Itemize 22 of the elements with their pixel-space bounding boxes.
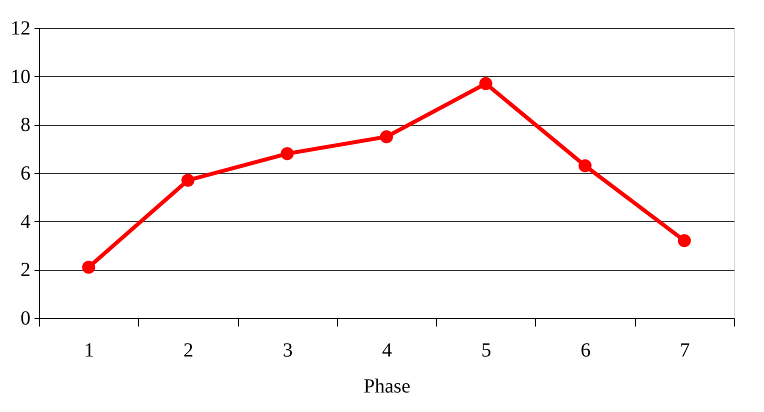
x-tick-label: 5 (481, 340, 492, 362)
x-tick-label: 4 (382, 340, 392, 362)
y-tick-label: 12 (10, 18, 30, 40)
point (280, 147, 294, 160)
y-tick-label: 4 (20, 210, 30, 233)
point (479, 77, 492, 90)
y-tick-label: 2 (20, 259, 30, 282)
point (181, 174, 194, 187)
point (82, 260, 96, 274)
x-axis-title: Phase (364, 376, 410, 398)
x-tick-label: 7 (680, 340, 690, 362)
y-tick-label: 10 (10, 66, 30, 88)
point (380, 130, 394, 144)
x-tick-label: 6 (580, 340, 591, 362)
x-tick-label: 3 (282, 340, 293, 362)
point (678, 234, 691, 248)
point (578, 159, 592, 172)
y-tick-label: 0 (20, 308, 30, 330)
x-tick-label: 2 (183, 340, 194, 362)
y-tick-label: 8 (20, 114, 30, 136)
y-tick-label: 6 (20, 162, 30, 184)
x-tick-label: 1 (84, 340, 94, 362)
